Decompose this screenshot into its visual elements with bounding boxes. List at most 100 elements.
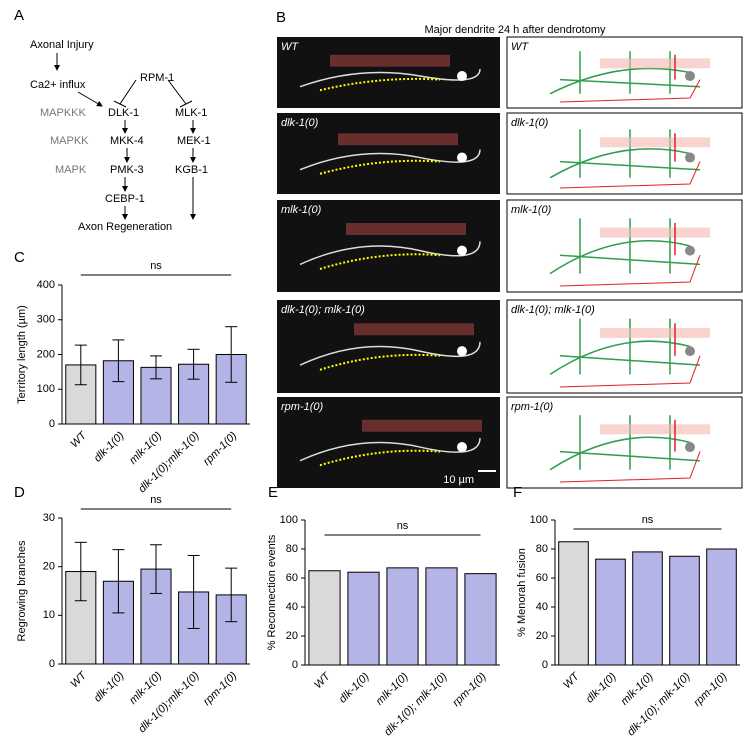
error-bar <box>225 567 238 623</box>
error-bar <box>150 544 162 594</box>
y-tick-label: 20 <box>43 561 55 573</box>
territory-band <box>600 424 710 435</box>
x-tick-label: dlk-1(0); mlk-1(0) <box>625 670 693 738</box>
cell-body <box>685 346 695 357</box>
x-tick-label: WT <box>312 670 333 691</box>
level-label: MAPK <box>55 164 87 176</box>
y-tick-label: 60 <box>536 572 548 584</box>
node: PMK-3 <box>110 164 144 176</box>
panel-label: B <box>276 9 286 26</box>
node: MKK-4 <box>110 135 144 147</box>
y-tick-label: 0 <box>49 418 55 430</box>
y-tick-label: 20 <box>536 630 548 642</box>
dendrite <box>299 437 481 462</box>
x-tick-label: mlk-1(0) <box>374 670 411 707</box>
x-tick-label: rpm-1(0) <box>201 429 240 468</box>
bar <box>464 573 497 666</box>
tracing-box <box>506 112 743 195</box>
y-tick-label: 100 <box>280 514 298 526</box>
traced-dendrite <box>319 77 441 92</box>
significance-label: ns <box>397 520 409 532</box>
panel-label: A <box>14 7 24 24</box>
tracing-box <box>506 36 743 109</box>
x-tick-label: WT <box>68 429 89 450</box>
bar <box>347 571 380 666</box>
error-bar <box>74 541 87 602</box>
genotype-label: dlk-1(0); mlk-1(0) <box>511 304 595 316</box>
axon <box>559 355 701 388</box>
pathway-diagram: A Axonal Injury Ca2+ influx RPM-1 MAPKKK… <box>14 7 211 233</box>
error-bar <box>187 348 200 380</box>
territory-band <box>600 137 710 148</box>
y-tick-label: 60 <box>286 572 298 584</box>
x-tick-label: dlk-1(0) <box>337 670 372 705</box>
traced-dendrite <box>319 353 441 371</box>
territory-band <box>354 323 474 336</box>
node: MLK-1 <box>175 107 207 119</box>
bar <box>595 558 626 666</box>
territory-band <box>600 227 710 238</box>
significance-label: ns <box>150 494 162 506</box>
y-tick-label: 100 <box>37 383 55 395</box>
cell-body <box>685 245 695 256</box>
cell-body <box>457 346 467 357</box>
node: RPM-1 <box>140 72 174 84</box>
error-bar <box>225 326 238 383</box>
bar <box>558 541 589 666</box>
territory-band <box>600 58 710 69</box>
y-tick-label: 100 <box>530 514 548 526</box>
territory-band <box>346 223 466 235</box>
error-bar <box>112 549 125 614</box>
territory-band <box>338 133 458 146</box>
x-tick-label: mlk-1(0) <box>127 429 164 466</box>
cell-body <box>685 71 695 82</box>
y-tick-label: 10 <box>43 609 55 621</box>
genotype-label: WT <box>511 41 529 53</box>
error-bar <box>74 344 87 386</box>
panel-label: E <box>268 484 278 501</box>
bar <box>425 567 458 666</box>
level-label: MAPKKK <box>40 107 87 119</box>
y-axis-label: % Reconnection events <box>266 534 278 650</box>
tracing-box <box>506 299 743 394</box>
y-tick-label: 20 <box>286 630 298 642</box>
cell-body <box>457 442 467 453</box>
bar <box>386 567 419 666</box>
y-axis-label: Regrowing branches <box>16 540 28 641</box>
y-axis-label: % Menorah fusion <box>516 548 528 637</box>
error-bar <box>112 339 125 383</box>
bar <box>308 570 341 666</box>
scale-label: 10 µm <box>443 474 474 486</box>
x-tick-label: rpm-1(0) <box>201 669 240 708</box>
genotype-label: rpm-1(0) <box>511 401 554 413</box>
y-tick-label: 40 <box>286 601 298 613</box>
tracing <box>549 318 701 376</box>
tracing-box <box>506 199 743 293</box>
genotype-label: rpm-1(0) <box>281 401 324 413</box>
x-tick-label: mlk-1(0) <box>619 670 656 707</box>
y-axis-label: Territory length (µm) <box>16 305 28 404</box>
axon <box>559 451 701 483</box>
level-label: MAPKK <box>50 135 89 147</box>
y-tick-label: 0 <box>542 659 548 671</box>
x-tick-label: dlk-1(0) <box>92 669 127 704</box>
bar <box>632 551 663 666</box>
y-tick-label: 0 <box>292 659 298 671</box>
tracing <box>549 415 701 471</box>
x-tick-label: rpm-1(0) <box>450 670 489 709</box>
panel-label: F <box>513 484 522 501</box>
y-tick-label: 0 <box>49 658 55 670</box>
y-tick-label: 80 <box>286 543 298 555</box>
node: Ca2+ influx <box>30 79 86 91</box>
y-tick-label: 400 <box>37 279 55 291</box>
tracing <box>549 51 701 95</box>
y-tick-label: 40 <box>536 601 548 613</box>
genotype-label: WT <box>281 41 299 53</box>
x-tick-label: rpm-1(0) <box>691 670 730 709</box>
cell-body <box>457 71 467 82</box>
bar <box>669 555 700 666</box>
significance-label: ns <box>642 514 654 526</box>
territory-band <box>362 419 482 432</box>
dendrite <box>299 149 481 171</box>
